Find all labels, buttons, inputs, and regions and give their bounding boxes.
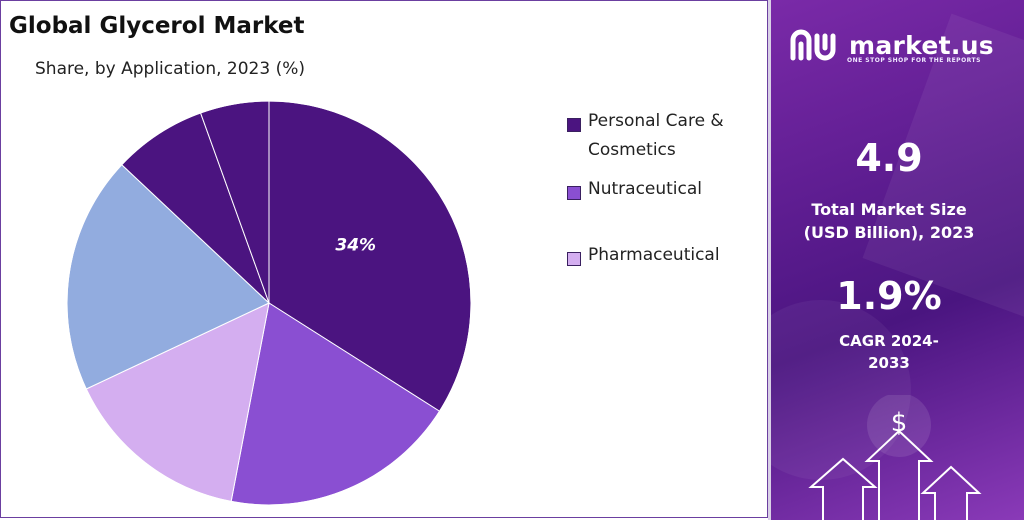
legend-item-pharmaceutical: Pharmaceutical [567, 245, 758, 270]
cagr-value: 1.9% [836, 274, 942, 318]
legend-swatch [567, 118, 581, 132]
legend-swatch [567, 186, 581, 200]
pie-chart: 34% [66, 100, 472, 506]
background-shape [771, 300, 911, 480]
legend-item-personal-care: Personal Care & Cosmetics [567, 111, 758, 165]
market-us-logo-icon [790, 29, 836, 61]
growth-arrows-icon: $ [808, 395, 982, 520]
legend-item-nutraceutical: Nutraceutical [567, 179, 758, 204]
brand-logo: market.us [789, 28, 994, 62]
chart-title: Global Glycerol Market [9, 13, 305, 39]
legend-label: Nutraceutical [588, 179, 703, 199]
dollar-icon: $ [891, 408, 908, 438]
chart-panel: Global Glycerol Market Share, by Applica… [0, 0, 768, 518]
brand-tagline: ONE STOP SHOP FOR THE REPORTS [847, 57, 981, 64]
brand-name: market.us [849, 30, 994, 60]
market-size-value: 4.9 [855, 136, 923, 180]
cagr-label: CAGR 2024-2033 [839, 332, 939, 372]
legend-label: Personal Care & Cosmetics [588, 111, 724, 160]
legend-swatch [567, 252, 581, 266]
legend-label: Pharmaceutical [588, 245, 720, 265]
pie-outline [66, 100, 472, 506]
chart-subtitle: Share, by Application, 2023 (%) [35, 59, 305, 79]
market-size-label: Total Market Size (USD Billion), 2023 [803, 200, 975, 242]
pie-slice-label: 34% [335, 235, 376, 255]
stats-panel: market.us ONE STOP SHOP FOR THE REPORTS … [768, 0, 1024, 520]
